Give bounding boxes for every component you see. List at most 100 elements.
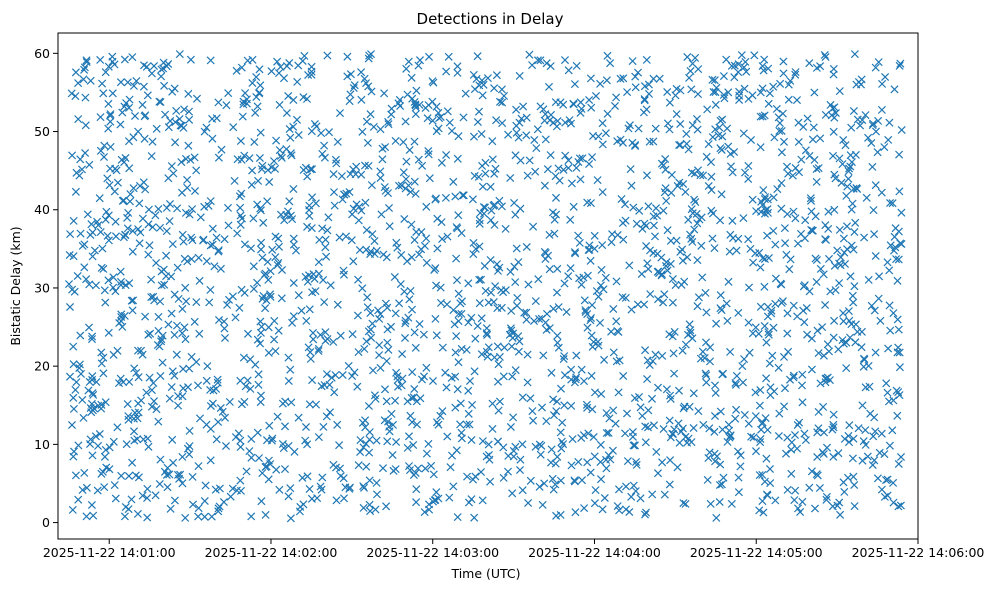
data-point [472, 74, 481, 84]
data-point [327, 373, 336, 382]
data-point [880, 143, 889, 152]
data-point [99, 353, 108, 362]
data-point [835, 279, 844, 288]
data-point [453, 154, 462, 163]
data-point [104, 276, 113, 285]
data-point [321, 243, 330, 252]
data-point [393, 243, 402, 252]
data-point [687, 234, 696, 243]
data-point [510, 198, 519, 207]
data-point [564, 163, 573, 173]
data-point [515, 118, 524, 127]
data-point [72, 168, 81, 177]
data-point [371, 505, 380, 514]
data-point [255, 88, 264, 97]
data-point [821, 52, 830, 62]
data-point [116, 267, 125, 276]
data-point [397, 381, 406, 390]
data-point [350, 81, 359, 90]
data-point [699, 420, 708, 429]
data-point [469, 238, 478, 247]
data-point [307, 494, 316, 503]
data-point [577, 433, 586, 443]
data-point [235, 192, 244, 201]
y-tick-label: 50 [34, 124, 50, 139]
data-point [672, 236, 681, 245]
data-point [343, 52, 352, 61]
data-point [183, 257, 192, 266]
data-point [77, 165, 87, 174]
data-point [344, 361, 353, 370]
data-point [734, 473, 743, 482]
data-point [391, 309, 400, 318]
data-point [289, 95, 298, 105]
data-point [625, 507, 634, 517]
data-point [756, 385, 765, 395]
data-point [829, 452, 838, 461]
data-point [181, 208, 190, 217]
data-point [871, 127, 881, 136]
data-point [308, 328, 318, 337]
data-point [258, 469, 267, 478]
data-point [257, 497, 266, 506]
data-point [884, 135, 893, 144]
data-point [117, 310, 126, 319]
data-point [99, 152, 109, 162]
data-point [550, 215, 559, 224]
data-point [631, 457, 641, 467]
data-point [395, 299, 404, 308]
data-point [80, 468, 89, 477]
data-point [552, 511, 561, 520]
data-point [703, 475, 712, 484]
data-point [302, 94, 312, 103]
data-point [619, 74, 628, 83]
data-point [712, 83, 721, 92]
data-point [315, 235, 324, 244]
data-point [271, 253, 280, 262]
data-point [744, 161, 753, 170]
data-point [303, 472, 312, 481]
data-point [362, 225, 371, 235]
data-point [600, 355, 609, 364]
data-point [438, 407, 447, 416]
data-point [665, 416, 674, 425]
data-point [363, 303, 372, 312]
data-point [788, 171, 797, 180]
data-point [689, 389, 698, 398]
data-point [897, 125, 906, 135]
data-point [208, 240, 217, 249]
data-point [791, 68, 800, 77]
data-point [482, 452, 491, 461]
data-point [750, 51, 759, 60]
data-point [871, 348, 880, 357]
data-point [254, 370, 263, 379]
data-point [667, 170, 676, 179]
data-point [387, 409, 396, 418]
data-point [206, 197, 215, 206]
data-point [184, 141, 193, 150]
data-point [837, 178, 846, 187]
data-point [635, 206, 644, 215]
data-point [514, 133, 523, 142]
data-point [376, 167, 385, 176]
data-point [71, 92, 80, 101]
data-point [808, 135, 817, 144]
data-point [795, 418, 804, 427]
data-point [669, 349, 678, 358]
data-point [470, 367, 479, 376]
data-point [692, 114, 702, 124]
data-point [109, 283, 118, 292]
data-point [247, 434, 256, 444]
data-point [160, 467, 169, 476]
data-points [64, 50, 906, 523]
data-point [329, 337, 338, 346]
data-point [316, 330, 325, 339]
data-point [236, 203, 245, 212]
data-point [740, 84, 749, 93]
data-point [179, 384, 188, 393]
data-point [611, 419, 620, 428]
data-point [512, 105, 521, 114]
data-point [498, 119, 507, 128]
data-point [465, 376, 475, 386]
data-point [594, 132, 603, 141]
